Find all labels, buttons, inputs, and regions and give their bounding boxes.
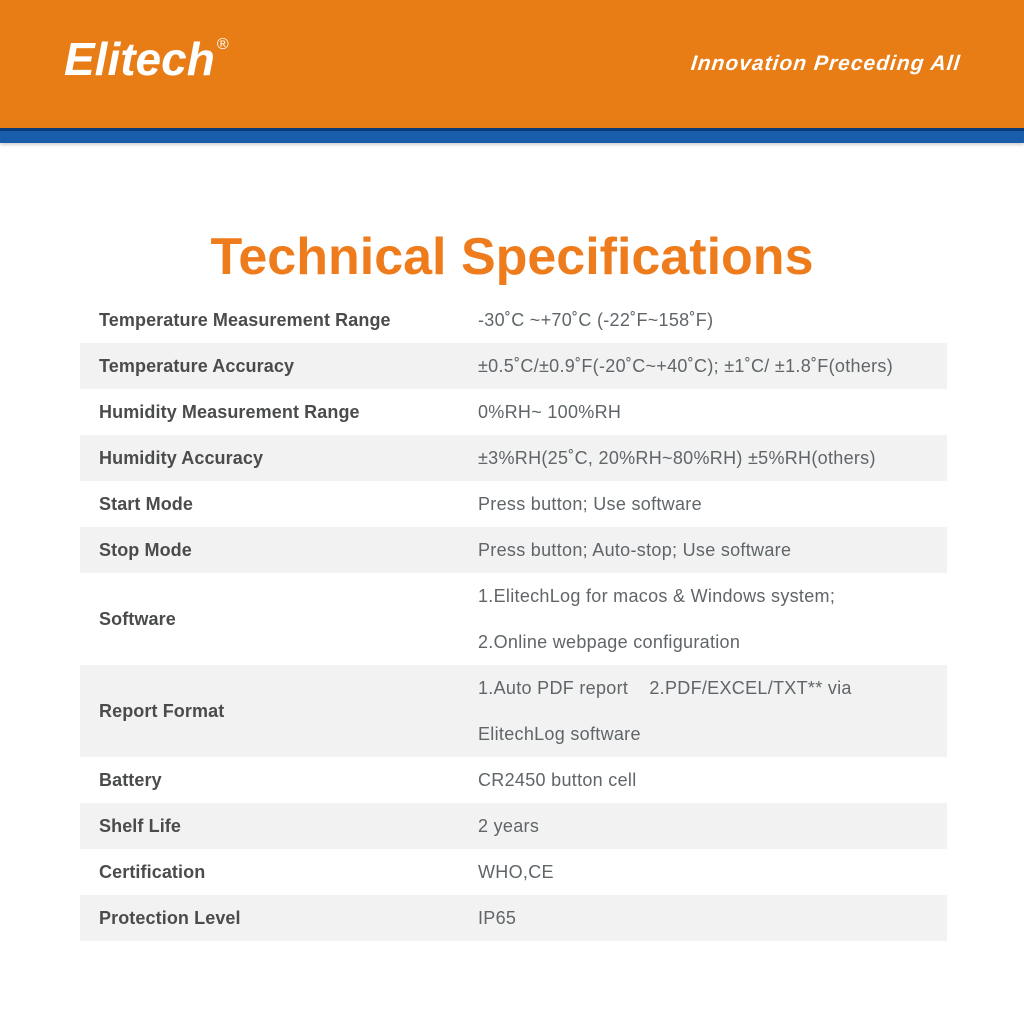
- spec-value-line: 0%RH~ 100%RH: [478, 402, 622, 422]
- spec-row: Certification WHO,CE: [80, 849, 947, 895]
- spec-row: Battery CR2450 button cell: [80, 757, 947, 803]
- logo-text: Elitech: [64, 33, 215, 85]
- spec-value-line: 1.ElitechLog for macos & Windows system;: [478, 586, 836, 606]
- spec-value-line: ±0.5˚C/±0.9˚F(-20˚C~+40˚C); ±1˚C/ ±1.8˚F…: [478, 356, 894, 376]
- spec-value: -30˚C ~+70˚C (-22˚F~158˚F): [478, 297, 947, 343]
- spec-label: Temperature Measurement Range: [99, 309, 391, 330]
- spec-value: ±3%RH(25˚C, 20%RH~80%RH) ±5%RH(others): [478, 435, 947, 481]
- spec-value-line: -30˚C ~+70˚C (-22˚F~158˚F): [478, 310, 714, 330]
- spec-row: Temperature Accuracy ±0.5˚C/±0.9˚F(-20˚C~…: [80, 343, 947, 389]
- spec-row: Humidity Accuracy ±3%RH(25˚C, 20%RH~80%RH…: [80, 435, 947, 481]
- spec-value-line: 2 years: [478, 816, 540, 836]
- spec-value: 2 years: [478, 803, 947, 849]
- spec-value: 1.ElitechLog for macos & Windows system;…: [478, 573, 947, 665]
- spec-value: 1.Auto PDF report 2.PDF/EXCEL/TXT** via E…: [478, 665, 947, 757]
- spec-value: Press button; Auto-stop; Use software: [478, 527, 947, 573]
- spec-label: Shelf Life: [99, 815, 182, 836]
- elitech-logo: Elitech ®: [64, 36, 229, 82]
- page-title: Technical Specifications: [210, 227, 814, 286]
- spec-value: Press button; Use software: [478, 481, 947, 527]
- spec-label: Report Format: [99, 700, 225, 721]
- spec-row: Protection Level IP65: [80, 895, 947, 941]
- spec-value-line: Press button; Auto-stop; Use software: [478, 540, 792, 560]
- spec-row: Start Mode Press button; Use software: [80, 481, 947, 527]
- spec-row: Report Format 1.Auto PDF report 2.PDF/EXC…: [80, 665, 947, 757]
- spec-value-line: IP65: [478, 908, 517, 928]
- spec-row: Stop Mode Press button; Auto-stop; Use so…: [80, 527, 947, 573]
- spec-label: Humidity Accuracy: [99, 447, 264, 468]
- spec-value-line: ±3%RH(25˚C, 20%RH~80%RH) ±5%RH(others): [478, 448, 876, 468]
- spec-row: Software 1.ElitechLog for macos & Windows…: [80, 573, 947, 665]
- spec-value-line: Press button; Use software: [478, 494, 702, 514]
- spec-row: Humidity Measurement Range 0%RH~ 100%RH: [80, 389, 947, 435]
- spec-value-line: 2.Online webpage configuration: [478, 632, 741, 652]
- spec-value-line: WHO,CE: [478, 862, 554, 882]
- spec-value: WHO,CE: [478, 849, 947, 895]
- spec-label: Stop Mode: [99, 539, 192, 560]
- spec-value-line: 1.Auto PDF report 2.PDF/EXCEL/TXT** via: [478, 678, 852, 698]
- spec-value: CR2450 button cell: [478, 757, 947, 803]
- spec-label: Start Mode: [99, 493, 194, 514]
- spec-row: Temperature Measurement Range -30˚C ~+70˚…: [80, 297, 947, 343]
- spec-value-line: ElitechLog software: [478, 724, 641, 744]
- spec-label: Certification: [99, 861, 206, 882]
- spec-label: Temperature Accuracy: [99, 355, 295, 376]
- header-divider: [0, 128, 1024, 143]
- registered-trademark-icon: ®: [216, 36, 229, 53]
- spec-label: Humidity Measurement Range: [99, 401, 360, 422]
- spec-label: Battery: [99, 769, 162, 790]
- spec-value: 0%RH~ 100%RH: [478, 389, 947, 435]
- brand-header: Elitech ® Innovation Preceding All: [0, 0, 1024, 128]
- spec-table: Temperature Measurement Range -30˚C ~+70˚…: [80, 297, 947, 941]
- spec-row: Shelf Life 2 years: [80, 803, 947, 849]
- spec-label: Protection Level: [99, 907, 241, 928]
- spec-value: ±0.5˚C/±0.9˚F(-20˚C~+40˚C); ±1˚C/ ±1.8˚F…: [478, 343, 947, 389]
- spec-value: IP65: [478, 895, 947, 941]
- spec-value-line: CR2450 button cell: [478, 770, 637, 790]
- spec-label: Software: [99, 608, 176, 629]
- brand-slogan: Innovation Preceding All: [689, 52, 962, 75]
